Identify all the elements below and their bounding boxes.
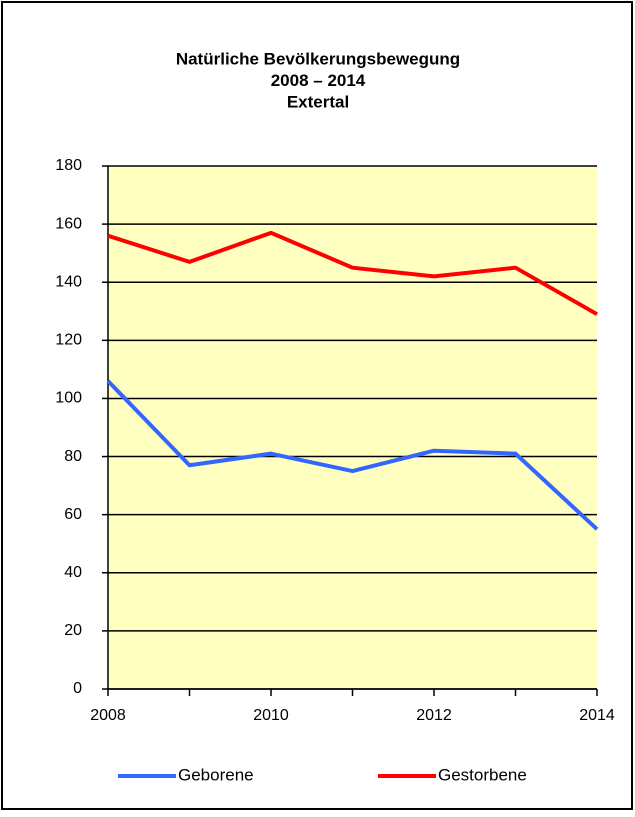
y-tick-label: 180 bbox=[55, 157, 82, 174]
y-tick-label: 0 bbox=[73, 680, 82, 697]
y-tick-label: 160 bbox=[55, 215, 82, 232]
chart-title: 2008 – 2014 bbox=[271, 71, 366, 90]
data-line bbox=[107, 230, 598, 316]
y-tick-label: 60 bbox=[64, 506, 82, 523]
y-tick-label: 20 bbox=[64, 622, 82, 639]
y-tick-label: 140 bbox=[55, 273, 82, 290]
chart-title: Natürliche Bevölkerungsbewegung bbox=[176, 49, 460, 68]
x-tick-label: 2008 bbox=[90, 707, 126, 724]
y-tick-label: 80 bbox=[64, 448, 82, 465]
x-tick-label: 2014 bbox=[579, 707, 615, 724]
chart-title: Extertal bbox=[287, 92, 349, 111]
data-line bbox=[106, 379, 599, 531]
y-tick-label: 120 bbox=[55, 332, 82, 349]
plot-background bbox=[108, 166, 597, 689]
y-tick-label: 40 bbox=[64, 564, 82, 581]
legend-label: Geborene bbox=[178, 765, 254, 784]
y-tick-label: 100 bbox=[55, 390, 82, 407]
legend-label: Gestorbene bbox=[438, 765, 527, 784]
x-tick-label: 2010 bbox=[253, 707, 289, 724]
x-tick-label: 2012 bbox=[416, 707, 452, 724]
